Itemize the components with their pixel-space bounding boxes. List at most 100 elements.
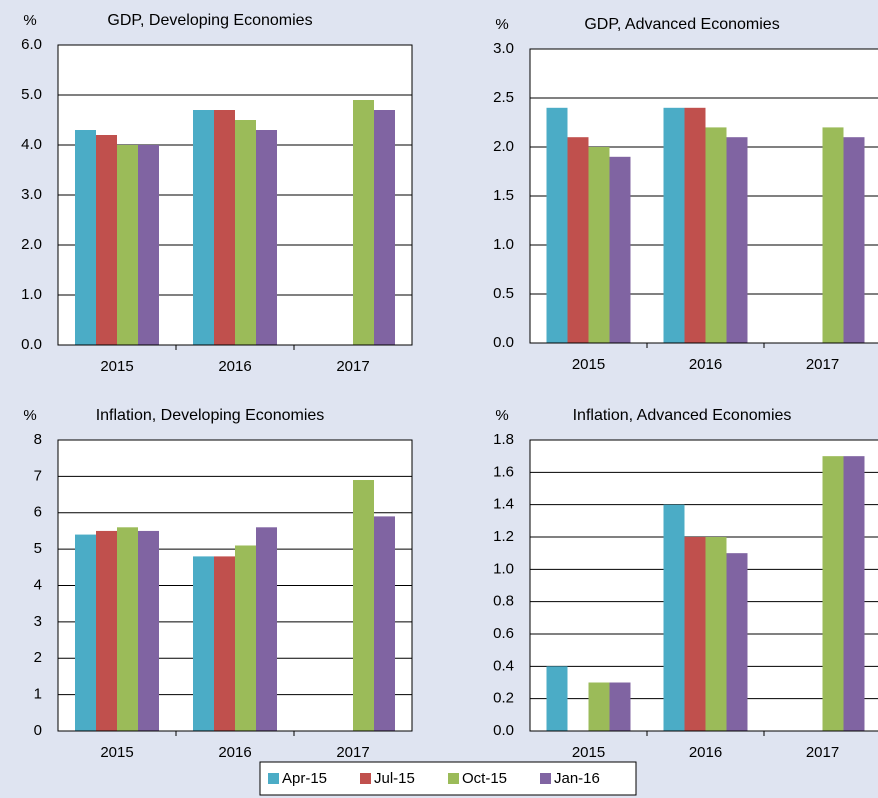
bar [214,110,235,345]
bar [256,527,277,731]
y-tick-label: 3.0 [21,186,42,203]
x-tick-label: 2015 [100,358,133,375]
y-tick-label: 2.0 [21,236,42,253]
y-tick-label: 0.2 [493,690,514,707]
y-tick-label: 1.8 [493,431,514,448]
y-tick-label: 1.6 [493,463,514,480]
x-tick-label: 2016 [218,744,251,761]
y-tick-label: 1 [34,686,42,703]
bar [843,456,865,731]
y-tick-label: 0.8 [493,593,514,610]
bar [138,145,159,345]
y-tick-label: 0 [34,722,42,739]
bar [609,682,631,731]
legend-swatch [540,773,551,784]
bar [609,156,631,343]
x-tick-label: 2015 [100,744,133,761]
x-tick-label: 2016 [689,356,722,373]
x-tick-label: 2017 [336,744,369,761]
bar [843,137,865,343]
plot-border [57,44,413,346]
bar [588,682,610,731]
x-tick-label: 2015 [572,356,605,373]
y-tick-label: 7 [34,467,42,484]
y-unit: % [23,12,36,29]
y-tick-label: 2.5 [493,89,514,106]
y-tick-label: 5.0 [21,86,42,103]
legend-swatch [448,773,459,784]
y-tick-label: 3 [34,613,42,630]
bar [546,666,568,731]
y-tick-label: 0.0 [493,722,514,739]
bar [822,456,844,731]
bar [663,107,685,343]
legend-label: Apr-15 [282,770,327,787]
plot-border [529,439,878,732]
chart-title: Inflation, Developing Economies [96,407,325,424]
y-tick-label: 1.4 [493,496,514,513]
legend-swatch [360,773,371,784]
bar [588,147,610,343]
bar [353,100,374,345]
bar [684,537,706,731]
bar [75,534,96,731]
bar [726,137,748,343]
bar [138,530,159,731]
y-tick-label: 0.4 [493,657,514,674]
bar [374,516,395,731]
x-tick-label: 2017 [336,358,369,375]
y-tick-label: 4 [34,576,42,593]
bar [353,480,374,731]
y-unit: % [495,407,508,424]
bar [705,537,727,731]
y-unit: % [23,407,36,424]
bar [96,530,117,731]
legend-swatch [268,773,279,784]
y-tick-label: 5 [34,540,42,557]
x-tick-label: 2017 [806,356,839,373]
legend-label: Oct-15 [462,770,507,787]
plot-border [529,48,878,344]
y-tick-label: 1.0 [21,286,42,303]
bar [235,545,256,731]
bar [567,137,589,343]
plot-border [57,439,413,732]
x-tick-label: 2015 [572,744,605,761]
y-tick-label: 3.0 [493,40,514,57]
y-tick-label: 6.0 [21,36,42,53]
bar [705,127,727,344]
bar [663,504,685,731]
chart-title: GDP, Developing Economies [107,12,312,29]
y-tick-label: 1.2 [493,528,514,545]
y-tick-label: 0.0 [493,334,514,351]
legend-label: Jan-16 [554,770,600,787]
y-tick-label: 6 [34,504,42,521]
chart-title: Inflation, Advanced Economies [573,407,792,424]
bar [256,130,277,345]
bar [117,527,138,731]
y-tick-label: 4.0 [21,136,42,153]
chart-title: GDP, Advanced Economies [584,16,779,33]
bar [193,110,214,345]
legend-label: Jul-15 [374,770,415,787]
bar [193,556,214,731]
bar [822,127,844,344]
bar [726,553,748,731]
bar [96,135,117,345]
bar [546,107,568,343]
y-tick-label: 1.0 [493,560,514,577]
x-tick-label: 2016 [689,744,722,761]
bar [117,145,138,345]
y-tick-label: 0.6 [493,625,514,642]
bar [214,556,235,731]
y-tick-label: 0.5 [493,285,514,302]
y-tick-label: 2 [34,649,42,666]
y-tick-label: 8 [34,431,42,448]
bar [75,130,96,345]
y-unit: % [495,16,508,33]
bar [684,107,706,343]
x-tick-label: 2016 [218,358,251,375]
bar [374,110,395,345]
y-tick-label: 1.5 [493,187,514,204]
